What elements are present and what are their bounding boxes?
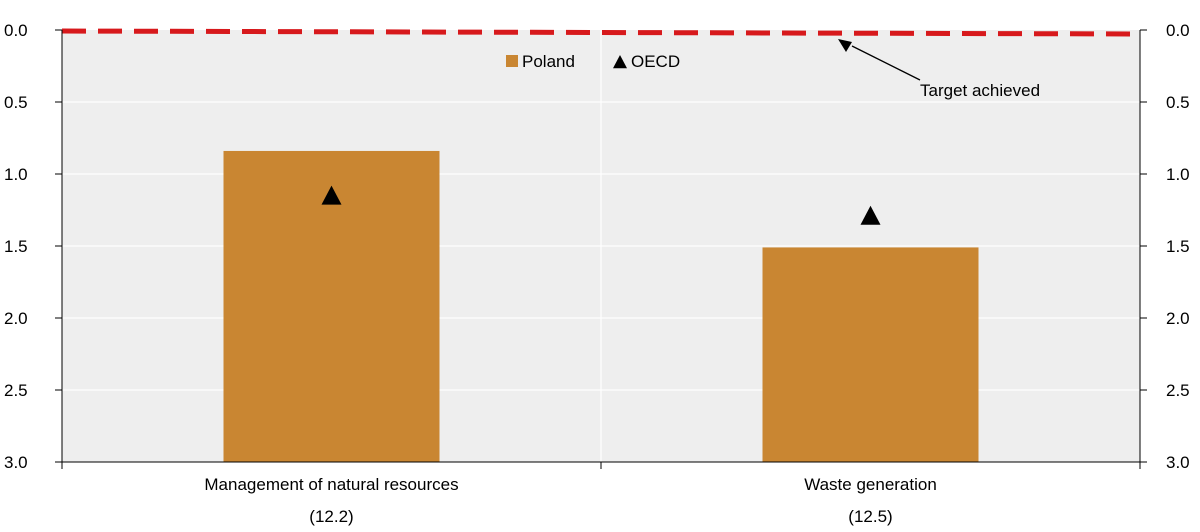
category-label: Management of natural resources (204, 475, 458, 494)
y-axis-right: 0.0 0.5 1.0 1.5 2.0 2.5 3.0 (1140, 21, 1190, 472)
y-tick-label-left: 1.5 (4, 237, 28, 256)
category-label: (12.2) (309, 507, 353, 526)
y-tick-label-left: 0.5 (4, 93, 28, 112)
y-tick-label-right: 0.0 (1166, 21, 1190, 40)
y-tick-label-right: 2.0 (1166, 309, 1190, 328)
y-tick-label-right: 0.5 (1166, 93, 1190, 112)
y-axis-left: 0.0 0.5 1.0 1.5 2.0 2.5 3.0 (4, 21, 62, 472)
y-tick-label-left: 3.0 (4, 453, 28, 472)
annotation-arrow-head (838, 39, 852, 52)
bar-poland (762, 247, 979, 462)
target-annotation: Target achieved (838, 39, 1040, 100)
y-tick-label-right: 1.5 (1166, 237, 1190, 256)
legend: Poland OECD (506, 52, 680, 71)
x-axis: Management of natural resources (12.2) Was… (204, 475, 936, 526)
legend-label-poland: Poland (522, 52, 575, 71)
marker-oecd (321, 185, 342, 205)
marker-oecd (860, 205, 881, 225)
y-tick-label-left: 1.0 (4, 165, 28, 184)
y-tick-label-right: 2.5 (1166, 381, 1190, 400)
legend-label-oecd: OECD (631, 52, 680, 71)
annotation-arrow-line (851, 45, 921, 81)
y-tick-label-left: 0.0 (4, 21, 28, 40)
y-tick-label-right: 3.0 (1166, 453, 1190, 472)
y-tick-label-left: 2.5 (4, 381, 28, 400)
category-label: (12.5) (848, 507, 892, 526)
annotation-label: Target achieved (920, 81, 1040, 100)
legend-swatch-poland (506, 55, 518, 67)
oecd-markers (321, 185, 881, 225)
category-label: Waste generation (804, 475, 937, 494)
y-tick-label-left: 2.0 (4, 309, 28, 328)
legend-marker-oecd (613, 55, 627, 69)
y-tick-label-right: 1.0 (1166, 165, 1190, 184)
